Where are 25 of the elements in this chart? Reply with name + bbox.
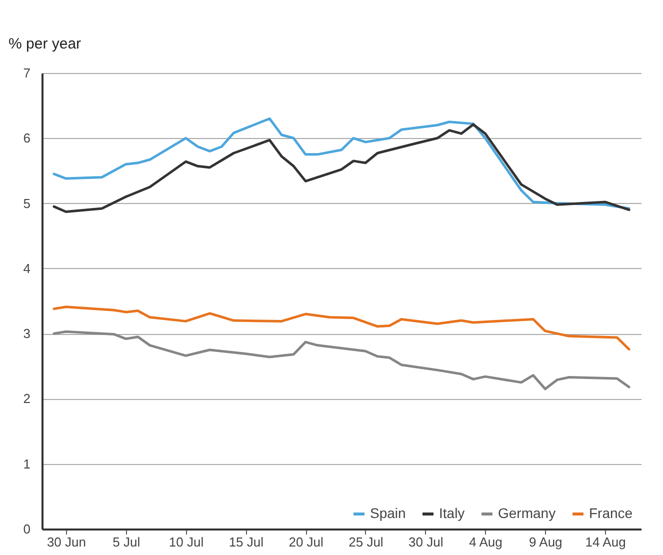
y-tick-label: 7 (23, 66, 30, 80)
y-tick-label: 6 (23, 130, 30, 146)
legend-label: Germany (498, 505, 556, 521)
y-tick-label: 4 (23, 260, 30, 276)
x-tick-label: 30 Jul (408, 534, 444, 550)
x-tick-label: 10 Jul (168, 534, 204, 550)
x-tick-label: 25 Jul (348, 534, 384, 550)
line-series (52, 330, 630, 390)
y-tick-label: 0 (23, 522, 30, 536)
x-tick-label: 4 Aug (469, 534, 502, 550)
x-tick-label: 15 Jul (228, 534, 264, 550)
x-tick-label: 5 Jul (112, 534, 140, 550)
x-tick-label: 20 Jul (288, 534, 324, 550)
line-series (52, 306, 630, 350)
x-tick-label: 9 Aug (529, 534, 562, 550)
legend-label: France (589, 505, 633, 521)
legend-label: Italy (439, 505, 465, 521)
y-tick-label: 5 (23, 196, 30, 211)
y-tick-label: 1 (23, 456, 30, 472)
y-tick-label: 3 (23, 326, 30, 342)
x-tick-label: 14 Aug (585, 534, 626, 550)
y-axis-title: % per year (8, 36, 82, 52)
y-tick-label: 2 (23, 391, 30, 406)
legend-label: Spain (370, 505, 406, 521)
x-tick-label: 30 Jun (46, 534, 86, 550)
